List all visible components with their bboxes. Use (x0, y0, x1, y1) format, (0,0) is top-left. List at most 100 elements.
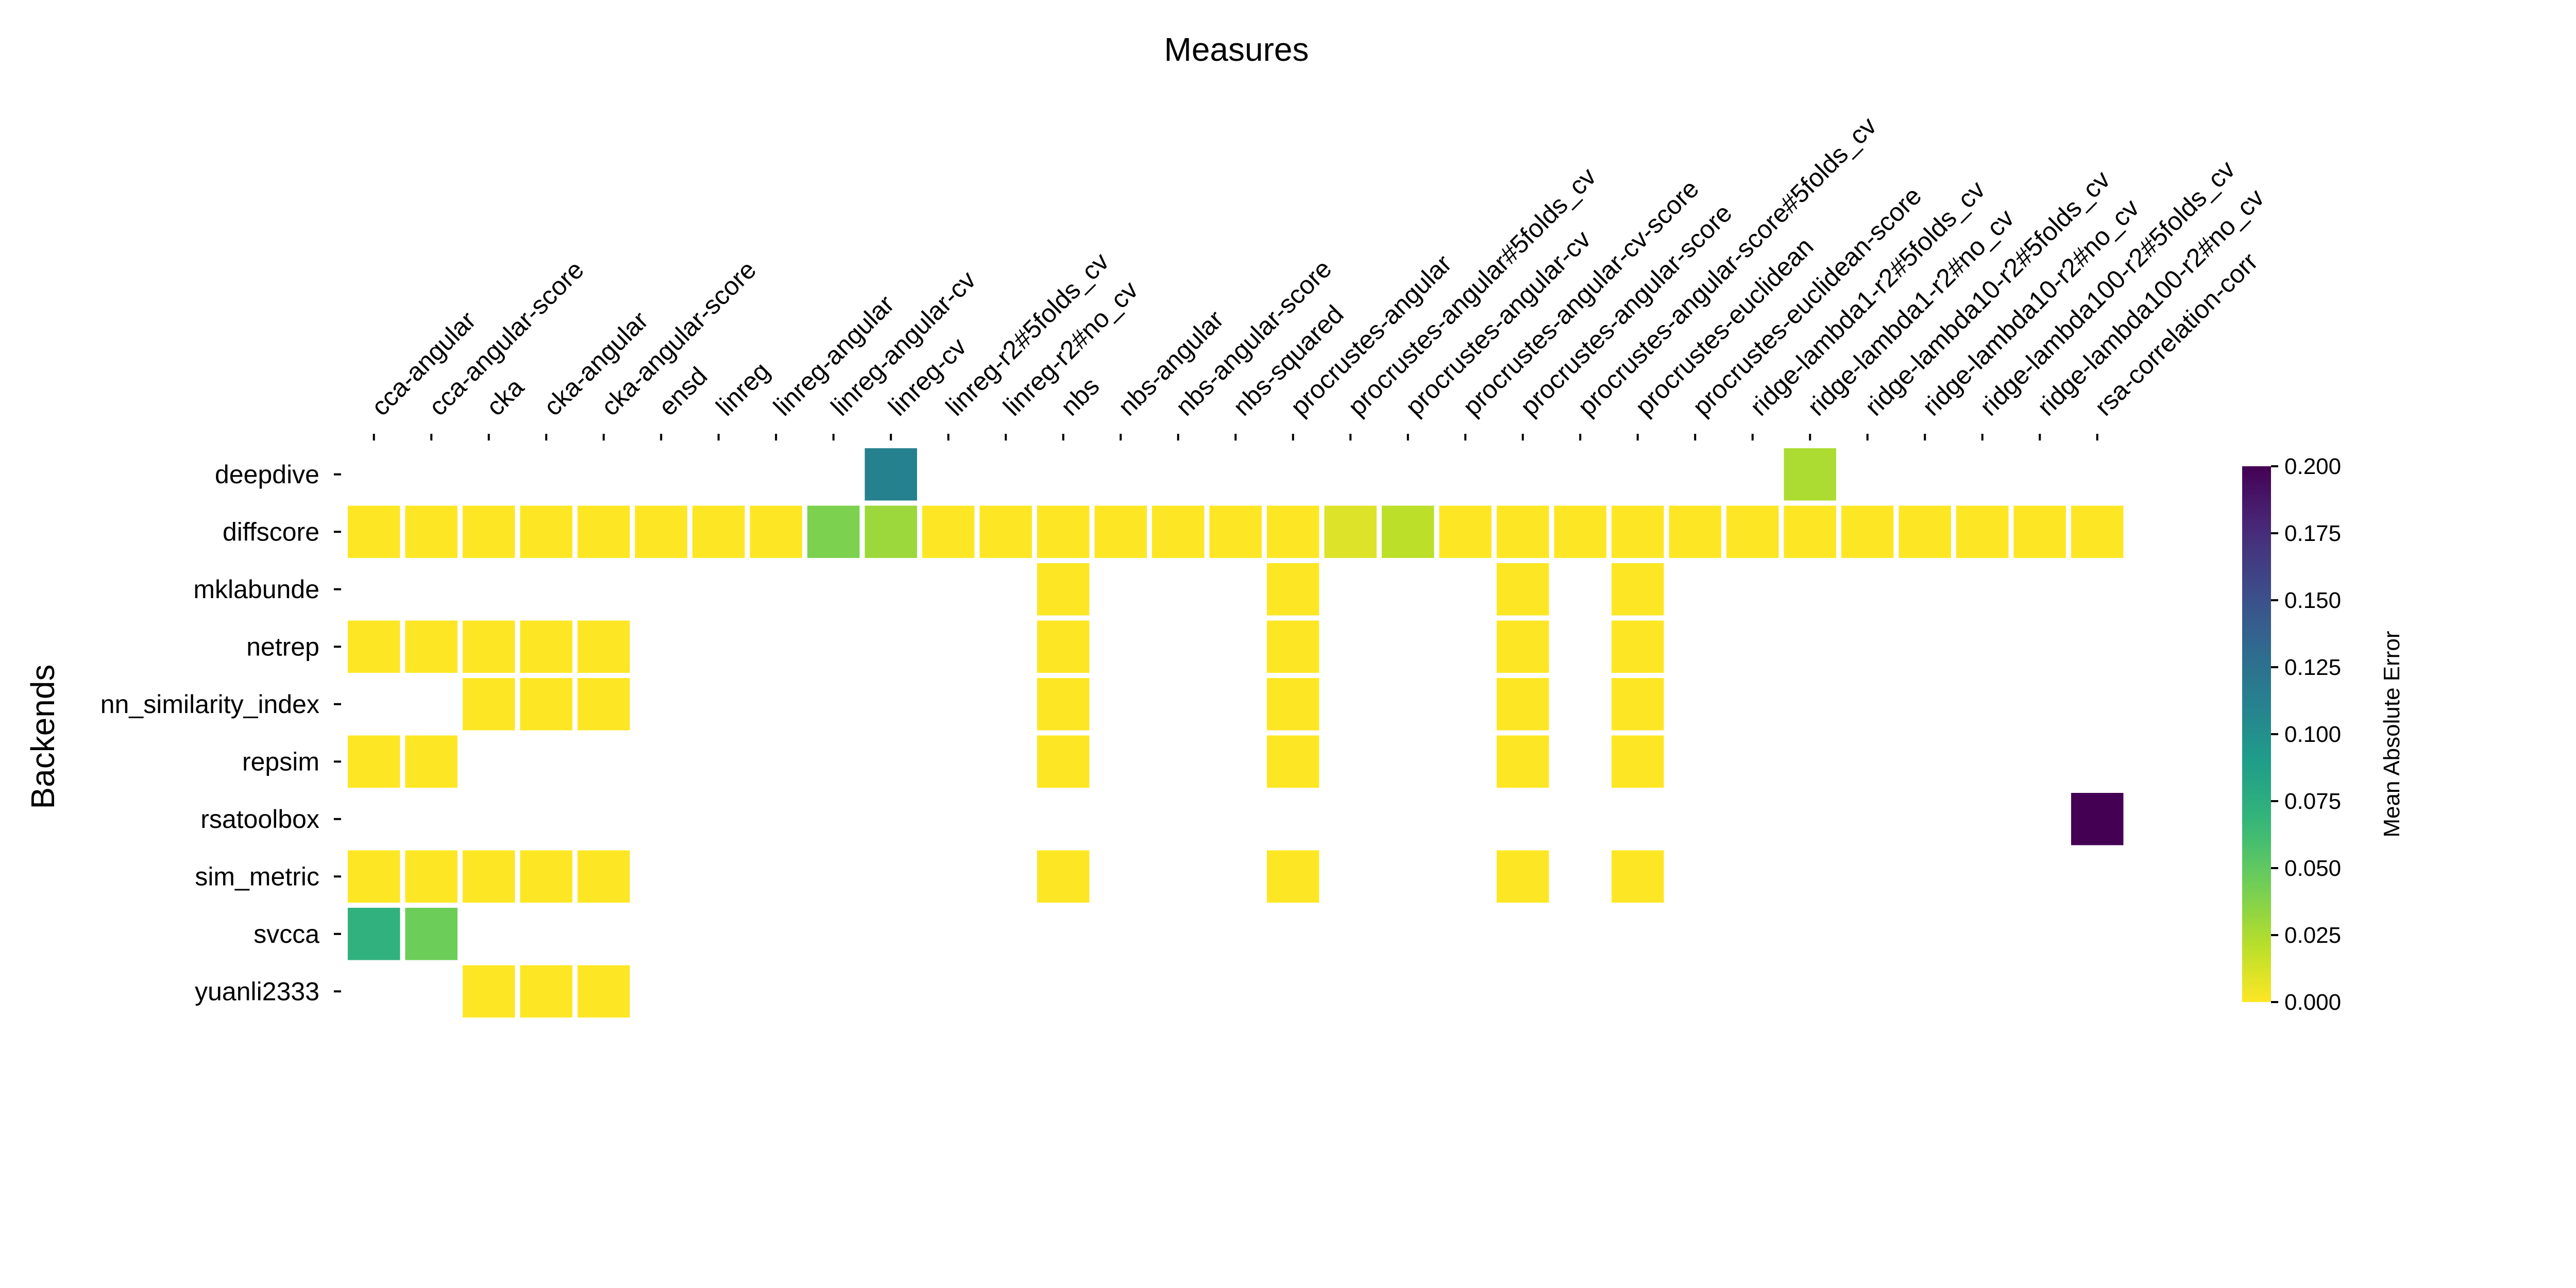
heatmap-cell (1497, 850, 1549, 903)
y-axis-ticks: deepdive diffscore mklabunde netrep nn_simil… (100, 460, 341, 1006)
heatmap-cell (520, 678, 572, 731)
heatmap-cell (405, 505, 457, 558)
y-tick-label: netrep (246, 632, 319, 661)
x-tick-label: cka (481, 372, 530, 421)
heatmap-cell (1267, 678, 1319, 731)
heatmap-cell (520, 965, 572, 1018)
x-tick-label: nbs (1055, 371, 1105, 421)
heatmap-cell (348, 908, 400, 960)
heatmap-cell (1612, 620, 1664, 673)
heatmap-cell (578, 850, 630, 903)
heatmap-cell (1669, 505, 1721, 558)
heatmap-cell (463, 620, 515, 673)
heatmap-cell (1612, 850, 1664, 903)
heatmap-cell (405, 908, 457, 960)
heatmap-cell (1037, 620, 1090, 673)
heatmap-cell (865, 505, 917, 558)
heatmap-cell (520, 850, 572, 903)
colorbar-tick-label: 0.175 (2284, 521, 2341, 546)
heatmap-cell (578, 965, 630, 1018)
y-tick-label: diffscore (223, 517, 319, 546)
colorbar-tick-label: 0.125 (2284, 655, 2341, 680)
y-tick-label: mklabunde (193, 575, 319, 604)
heatmap-cell (1439, 505, 1492, 558)
y-tick-label: nn_similarity_index (100, 690, 319, 719)
heatmap-cell (2071, 505, 2124, 558)
heatmap-cell (1267, 620, 1319, 673)
heatmap-cell (1037, 735, 1090, 788)
y-tick-label: deepdive (215, 460, 319, 489)
heatmap-cell (1209, 505, 1262, 558)
y-axis-title: Backends (24, 664, 61, 809)
y-tick-label: rsatoolbox (200, 805, 319, 834)
heatmap-cell (520, 505, 572, 558)
heatmap-cell (865, 448, 917, 501)
heatmap-cell (578, 505, 630, 558)
heatmap-cell (463, 965, 515, 1018)
heatmap-cell (1956, 505, 2009, 558)
heatmap-cell (578, 678, 630, 731)
colorbar-tick-label: 0.000 (2284, 990, 2341, 1015)
heatmap-cell (807, 505, 860, 558)
heatmap-cell (1267, 735, 1319, 788)
y-tick-label: svcca (253, 920, 319, 948)
heatmap-cell (463, 678, 515, 731)
heatmap-cell (1267, 563, 1319, 616)
heatmap-cell (348, 850, 400, 903)
heatmap-cell (1037, 850, 1090, 903)
heatmap-cell (1841, 505, 1894, 558)
heatmap-cell (348, 505, 400, 558)
heatmap-cell (1382, 505, 1434, 558)
colorbar-tick-label: 0.050 (2284, 856, 2341, 881)
heatmap-cell (578, 620, 630, 673)
colorbar-tick-label: 0.150 (2284, 588, 2341, 613)
colorbar-tick-label: 0.200 (2284, 454, 2341, 479)
heatmap-cell (1094, 505, 1147, 558)
colorbar-tick-label: 0.025 (2284, 923, 2341, 948)
heatmap-cell (1037, 678, 1090, 731)
colorbar-tick-label: 0.100 (2284, 722, 2341, 747)
heatmap-cell (1554, 505, 1606, 558)
heatmap-cell (405, 620, 457, 673)
heatmap-cell (1037, 563, 1090, 616)
heatmap-cell (1784, 505, 1836, 558)
heatmap-cell (2013, 505, 2066, 558)
heatmap-cell (1497, 505, 1549, 558)
chart-title: Measures (1164, 31, 1309, 68)
heatmap-cell (1497, 735, 1549, 788)
y-tick-label: sim_metric (195, 862, 319, 891)
y-tick-label: repsim (242, 747, 319, 776)
x-tick-label: ridge-lambda100-r2#5folds_cv (1974, 155, 2241, 421)
heatmap-cell (1726, 505, 1779, 558)
heatmap-cell (922, 505, 975, 558)
x-tick-label: linreg (710, 357, 775, 421)
heatmap-cell (692, 505, 745, 558)
heatmap-cell (1612, 563, 1664, 616)
heatmap-cell (1497, 563, 1549, 616)
heatmap-cell (979, 505, 1032, 558)
colorbar: 0.000 0.025 0.050 0.075 0.100 0.125 0.150 0.175… (2242, 454, 2404, 1015)
heatmap-cell (635, 505, 687, 558)
heatmap-cell (1324, 505, 1377, 558)
heatmap-cell (1267, 505, 1319, 558)
heatmap-cell (1612, 678, 1664, 731)
heatmap-cell (2071, 793, 2124, 845)
heatmap-cell (1152, 505, 1205, 558)
heatmap-cell (348, 735, 400, 788)
heatmap-cell (1497, 678, 1549, 731)
heatmap-cell (750, 505, 802, 558)
heatmap-cell (463, 505, 515, 558)
heatmap-cell (405, 735, 457, 788)
heatmap-cell (1497, 620, 1549, 673)
heatmap-cell (1784, 448, 1836, 501)
heatmap-cell (520, 620, 572, 673)
heatmap-cell (405, 850, 457, 903)
heatmap-cell (1267, 850, 1319, 903)
colorbar-gradient (2242, 466, 2271, 1002)
heatmap-cell (1899, 505, 1951, 558)
colorbar-tick-label: 0.075 (2284, 789, 2341, 814)
heatmap-cell (463, 850, 515, 903)
heatmap-cell (1037, 505, 1090, 558)
